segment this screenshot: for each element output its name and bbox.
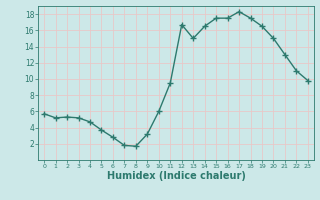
X-axis label: Humidex (Indice chaleur): Humidex (Indice chaleur) [107,171,245,181]
